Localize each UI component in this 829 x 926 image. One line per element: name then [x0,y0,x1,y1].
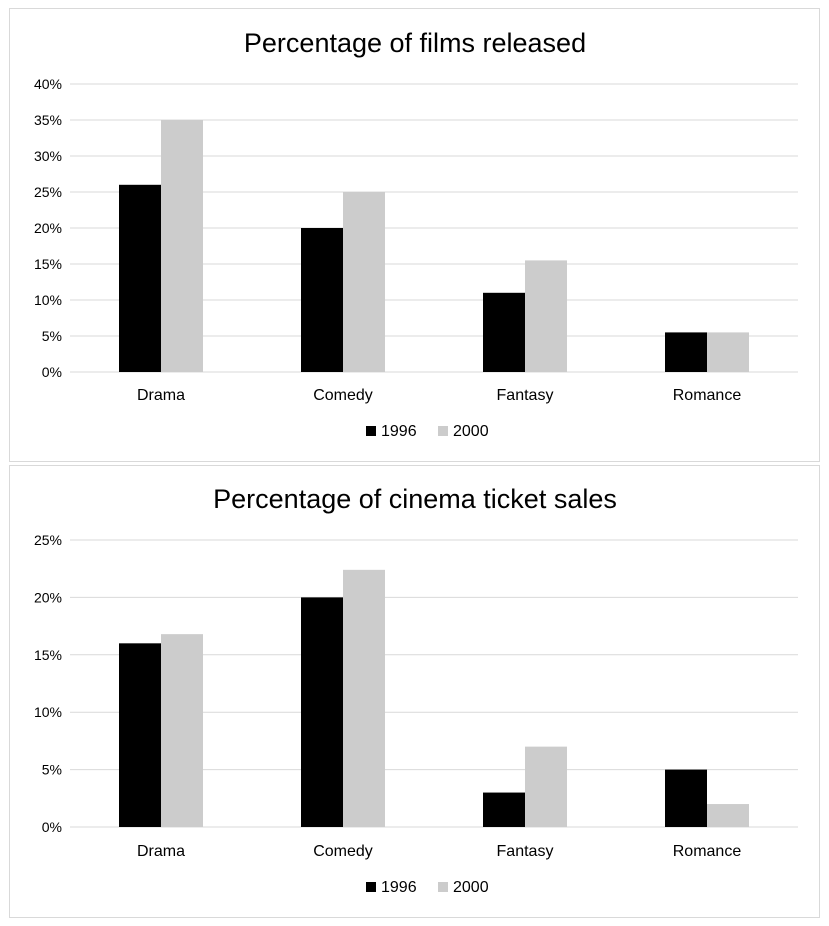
bar-drama-2000 [161,120,203,372]
y-tick-label: 25% [34,532,62,548]
bar-comedy-2000 [343,192,385,372]
legend-swatch-2000 [438,882,448,892]
bars [119,569,749,827]
ticket-sales-chart: Percentage of cinema ticket sales 0% 5% 10… [34,484,798,896]
y-axis-ticks: 0% 5% 10% 15% 20% 25% 30% 35% 40% [34,76,62,380]
bar-drama-1996 [119,643,161,827]
y-axis-ticks: 0% 5% 10% 15% 20% 25% [34,532,62,835]
y-tick-label: 20% [34,589,62,605]
y-tick-label: 30% [34,148,62,164]
y-tick-label: 5% [42,762,62,778]
y-tick-label: 15% [34,647,62,663]
y-tick-label: 25% [34,184,62,200]
x-tick-label: Comedy [313,387,373,404]
x-tick-label: Fantasy [497,387,554,404]
x-tick-label: Romance [673,387,742,404]
x-axis-ticks: Drama Comedy Fantasy Romance [137,843,741,860]
x-axis-ticks: Drama Comedy Fantasy Romance [137,387,741,404]
x-tick-label: Drama [137,387,185,404]
legend-label-2000: 2000 [453,423,489,440]
bar-drama-2000 [161,634,203,827]
y-tick-label: 40% [34,76,62,92]
legend-swatch-1996 [366,882,376,892]
legend-label-1996: 1996 [381,423,417,440]
legend-label-2000: 2000 [453,879,489,896]
x-tick-label: Fantasy [497,843,554,860]
legend-swatch-1996 [366,426,376,436]
x-tick-label: Romance [673,843,742,860]
y-tick-label: 0% [42,819,62,835]
legend: 1996 2000 [366,423,489,440]
x-tick-label: Drama [137,843,185,860]
y-tick-label: 15% [34,256,62,272]
bar-fantasy-1996 [483,792,525,827]
chart-panel-ticket-sales: Percentage of cinema ticket sales 0% 5% 10… [9,465,820,918]
bar-romance-1996 [665,332,707,372]
y-tick-label: 5% [42,328,62,344]
chart-title: Percentage of cinema ticket sales [213,484,617,514]
bar-comedy-2000 [343,569,385,827]
films-released-chart: Percentage of films released 0% 5% 10% 15% 2… [34,28,798,440]
chart-panel-films-released: Percentage of films released 0% 5% 10% 15% 2… [9,8,820,462]
legend-label-1996: 1996 [381,879,417,896]
bar-comedy-1996 [301,597,343,827]
bar-fantasy-2000 [525,746,567,827]
bar-drama-1996 [119,184,161,372]
bar-comedy-1996 [301,228,343,372]
y-tick-label: 10% [34,292,62,308]
y-tick-label: 10% [34,704,62,720]
bar-romance-2000 [707,332,749,372]
legend-swatch-2000 [438,426,448,436]
bar-fantasy-2000 [525,260,567,372]
y-tick-label: 20% [34,220,62,236]
bars [119,120,749,372]
y-tick-label: 0% [42,364,62,380]
bar-romance-1996 [665,769,707,827]
y-tick-label: 35% [34,112,62,128]
bar-fantasy-1996 [483,292,525,372]
chart-title: Percentage of films released [244,28,586,58]
x-tick-label: Comedy [313,843,373,860]
bar-romance-2000 [707,804,749,827]
legend: 1996 2000 [366,879,489,896]
